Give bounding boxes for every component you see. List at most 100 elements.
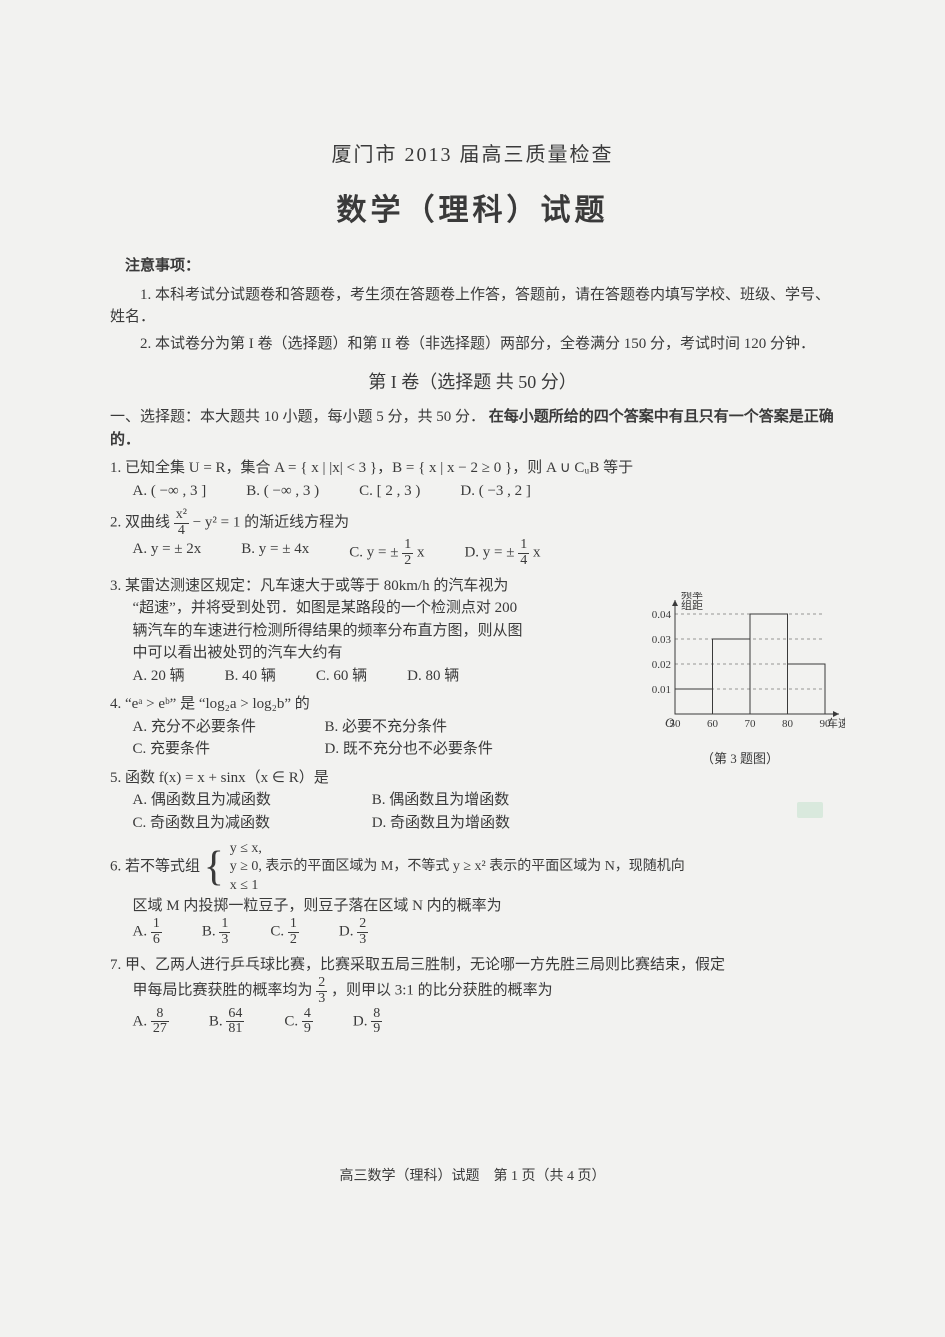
q2-c-post: x [417, 545, 425, 561]
q7-l2-pre: 甲每局比赛获胜的概率均为 [133, 983, 317, 999]
svg-text:车速: 车速 [827, 716, 845, 730]
q2-frac-den: 4 [174, 524, 189, 539]
q7-l2-post: ，则甲以 3:1 的比分获胜的概率为 [331, 983, 553, 999]
svg-text:0.03: 0.03 [652, 634, 672, 646]
q1-stem: 1. 已知全集 U = R，集合 A = { x | |x| < 3 }，B =… [110, 457, 835, 480]
mc-instruction: 一、选择题：本大题共 10 小题，每小题 5 分，共 50 分． 在每小题所给的… [110, 406, 835, 451]
q3-opt-d: D. 80 辆 [407, 665, 459, 688]
exam-subtitle: 厦门市 2013 届高三质量检查 [110, 140, 835, 170]
q1-opt-b: B. ( −∞ , 3 ) [246, 480, 319, 503]
notice-line-2: 2. 本试卷分为第 I 卷（选择题）和第 II 卷（非选择题）两部分，全卷满分 … [110, 333, 835, 356]
q2-c-den: 2 [402, 554, 413, 569]
q2-c-frac: 1 2 [402, 538, 413, 568]
q5-opt-a: A. 偶函数且为减函数 [133, 789, 372, 812]
q7-a-den: 27 [151, 1022, 169, 1037]
q2-stem: 2. 双曲线 x² 4 − y² = 1 的渐近线方程为 [110, 508, 835, 538]
q6-sys2: y ≥ 0, 表示的平面区域为 M，不等式 y ≥ x² 表示的平面区域为 N，… [230, 858, 685, 876]
q7-opt-c: C. 49 [284, 1007, 313, 1037]
q5-opt-b: B. 偶函数且为增函数 [372, 789, 611, 812]
q6-opt-d: D. 23 [339, 917, 368, 947]
q6-pre: 6. 若不等式组 [110, 859, 204, 875]
q2-frac-num: x² [174, 508, 189, 524]
svg-text:0.02: 0.02 [652, 659, 671, 671]
question-1: 1. 已知全集 U = R，集合 A = { x | |x| < 3 }，B =… [110, 457, 835, 502]
q2-stem-pre: 2. 双曲线 [110, 515, 174, 531]
q2-opt-b: B. y = ± 4x [241, 538, 309, 568]
svg-text:O: O [665, 715, 675, 730]
q7-opt-a: A. 827 [133, 1007, 169, 1037]
q6-a-num: 1 [151, 917, 162, 933]
q6-system: y ≤ x, y ≥ 0, 表示的平面区域为 M，不等式 y ≥ x² 表示的平… [230, 840, 685, 895]
q6-a-pre: A. [133, 924, 151, 940]
q3-opt-a: A. 20 辆 [133, 665, 185, 688]
q4-stem: 4. “eᵃ > eᵇ” 是 “log₂a > log₂b” 的 [110, 693, 550, 716]
q7-a-num: 8 [151, 1007, 169, 1023]
mc-instruction-prefix: 一、选择题：本大题共 10 小题，每小题 5 分，共 50 分． [110, 409, 485, 425]
q6-d-den: 3 [357, 933, 368, 948]
q6-d-num: 2 [357, 917, 368, 933]
page-footer: 高三数学（理科）试题 第 1 页（共 4 页） [0, 1166, 945, 1187]
q5-opt-d: D. 奇函数且为增函数 [372, 812, 611, 835]
q6-opt-b: B. 13 [202, 917, 231, 947]
q4-opt-d: D. 既不充分也不必要条件 [325, 738, 517, 761]
q7-opt-d: D. 89 [353, 1007, 382, 1037]
q6-brace-icon: { [204, 849, 224, 887]
section-1-title: 第 I 卷（选择题 共 50 分） [110, 369, 835, 396]
q6-a-den: 6 [151, 933, 162, 948]
q2-opt-c: C. y = ± 1 2 x [349, 538, 424, 568]
q2-frac: x² 4 [174, 508, 189, 538]
svg-text:70: 70 [745, 718, 757, 730]
q3-histogram: 0.010.020.030.045060708090O频率组距车速 （第 3 题… [635, 592, 845, 762]
q7-opt-b: B. 6481 [209, 1007, 245, 1037]
q7-c-den: 9 [302, 1022, 313, 1037]
q4-opt-a: A. 充分不必要条件 [133, 716, 325, 739]
notice-heading: 注意事项： [110, 255, 835, 278]
q7-l2-num: 2 [316, 976, 327, 992]
svg-text:80: 80 [782, 718, 794, 730]
q6-c-den: 2 [288, 933, 299, 948]
q7-a-pre: A. [133, 1013, 151, 1029]
q6-sys3: x ≤ 1 [230, 877, 685, 895]
q3-opt-c: C. 60 辆 [316, 665, 367, 688]
question-3: 3. 某雷达测速区规定：凡车速大于或等于 80km/h 的汽车视为 “超速”，并… [110, 575, 550, 688]
question-6: 6. 若不等式组 { y ≤ x, y ≥ 0, 表示的平面区域为 M，不等式 … [110, 840, 835, 947]
q6-b-den: 3 [219, 933, 230, 948]
question-5: 5. 函数 f(x) = x + sinx（x ∈ R）是 A. 偶函数且为减函… [110, 767, 835, 835]
q2-c-num: 1 [402, 538, 413, 554]
svg-text:组距: 组距 [681, 598, 703, 612]
q2-opt-d: D. y = ± 1 4 x [464, 538, 540, 568]
q7-l1: 7. 甲、乙两人进行乒乓球比赛，比赛采取五局三胜制，无论哪一方先胜三局则比赛结束… [110, 954, 835, 977]
q2-d-frac: 1 4 [518, 538, 529, 568]
q3-opt-b: B. 40 辆 [225, 665, 276, 688]
q7-l2: 甲每局比赛获胜的概率均为 23 ，则甲以 3:1 的比分获胜的概率为 [133, 976, 836, 1006]
exam-title: 数学（理科）试题 [110, 188, 835, 233]
q4-opt-b: B. 必要不充分条件 [325, 716, 517, 739]
q1-opt-a: A. ( −∞ , 3 ] [133, 480, 207, 503]
q2-d-post: x [533, 545, 541, 561]
q6-c-num: 1 [288, 917, 299, 933]
q3-l2: “超速”，并将受到处罚．如图是某路段的一个检测点对 200 [133, 597, 551, 620]
q2-d-pre: D. y = ± [464, 545, 518, 561]
question-7: 7. 甲、乙两人进行乒乓球比赛，比赛采取五局三胜制，无论哪一方先胜三局则比赛结束… [110, 954, 835, 1037]
q7-d-num: 8 [371, 1007, 382, 1023]
q7-c-num: 4 [302, 1007, 313, 1023]
q6-line1: 6. 若不等式组 { y ≤ x, y ≥ 0, 表示的平面区域为 M，不等式 … [110, 840, 835, 895]
svg-text:0.04: 0.04 [652, 609, 672, 621]
q1-opt-c: C. [ 2 , 3 ) [359, 480, 420, 503]
notice-line-1: 1. 本科考试分试题卷和答题卷，考生须在答题卷上作答，答题前，请在答题卷内填写学… [110, 284, 835, 329]
q2-d-num: 1 [518, 538, 529, 554]
q6-line2: 区域 M 内投掷一粒豆子，则豆子落在区域 N 内的概率为 [133, 895, 836, 918]
q2-c-pre: C. y = ± [349, 545, 402, 561]
q3-l1: 3. 某雷达测速区规定：凡车速大于或等于 80km/h 的汽车视为 [110, 575, 550, 598]
q6-b-pre: B. [202, 924, 220, 940]
q2-opt-a: A. y = ± 2x [133, 538, 202, 568]
q4-opt-c: C. 充要条件 [133, 738, 325, 761]
q1-opt-d: D. ( −3 , 2 ] [460, 480, 531, 503]
q6-b-num: 1 [219, 917, 230, 933]
svg-text:0.01: 0.01 [652, 684, 671, 696]
q6-opt-a: A. 16 [133, 917, 162, 947]
question-2: 2. 双曲线 x² 4 − y² = 1 的渐近线方程为 A. y = ± 2x… [110, 508, 835, 569]
q6-d-pre: D. [339, 924, 357, 940]
q7-c-pre: C. [284, 1013, 302, 1029]
question-4: 4. “eᵃ > eᵇ” 是 “log₂a > log₂b” 的 A. 充分不必… [110, 693, 550, 761]
